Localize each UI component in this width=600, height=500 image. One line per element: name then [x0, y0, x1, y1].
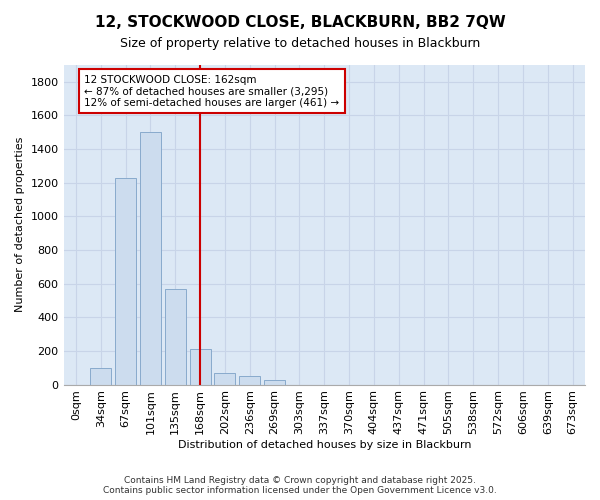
Text: 12, STOCKWOOD CLOSE, BLACKBURN, BB2 7QW: 12, STOCKWOOD CLOSE, BLACKBURN, BB2 7QW	[95, 15, 505, 30]
Bar	[239, 376, 260, 384]
Bar	[140, 132, 161, 384]
Text: 12 STOCKWOOD CLOSE: 162sqm
← 87% of detached houses are smaller (3,295)
12% of s: 12 STOCKWOOD CLOSE: 162sqm ← 87% of deta…	[85, 74, 340, 108]
Bar	[264, 380, 285, 384]
X-axis label: Distribution of detached houses by size in Blackburn: Distribution of detached houses by size …	[178, 440, 471, 450]
Text: Contains HM Land Registry data © Crown copyright and database right 2025.
Contai: Contains HM Land Registry data © Crown c…	[103, 476, 497, 495]
Text: Size of property relative to detached houses in Blackburn: Size of property relative to detached ho…	[120, 38, 480, 51]
Bar	[90, 368, 112, 384]
Bar	[165, 288, 186, 384]
Bar	[214, 373, 235, 384]
Bar	[190, 350, 211, 384]
Y-axis label: Number of detached properties: Number of detached properties	[15, 137, 25, 312]
Bar	[115, 178, 136, 384]
